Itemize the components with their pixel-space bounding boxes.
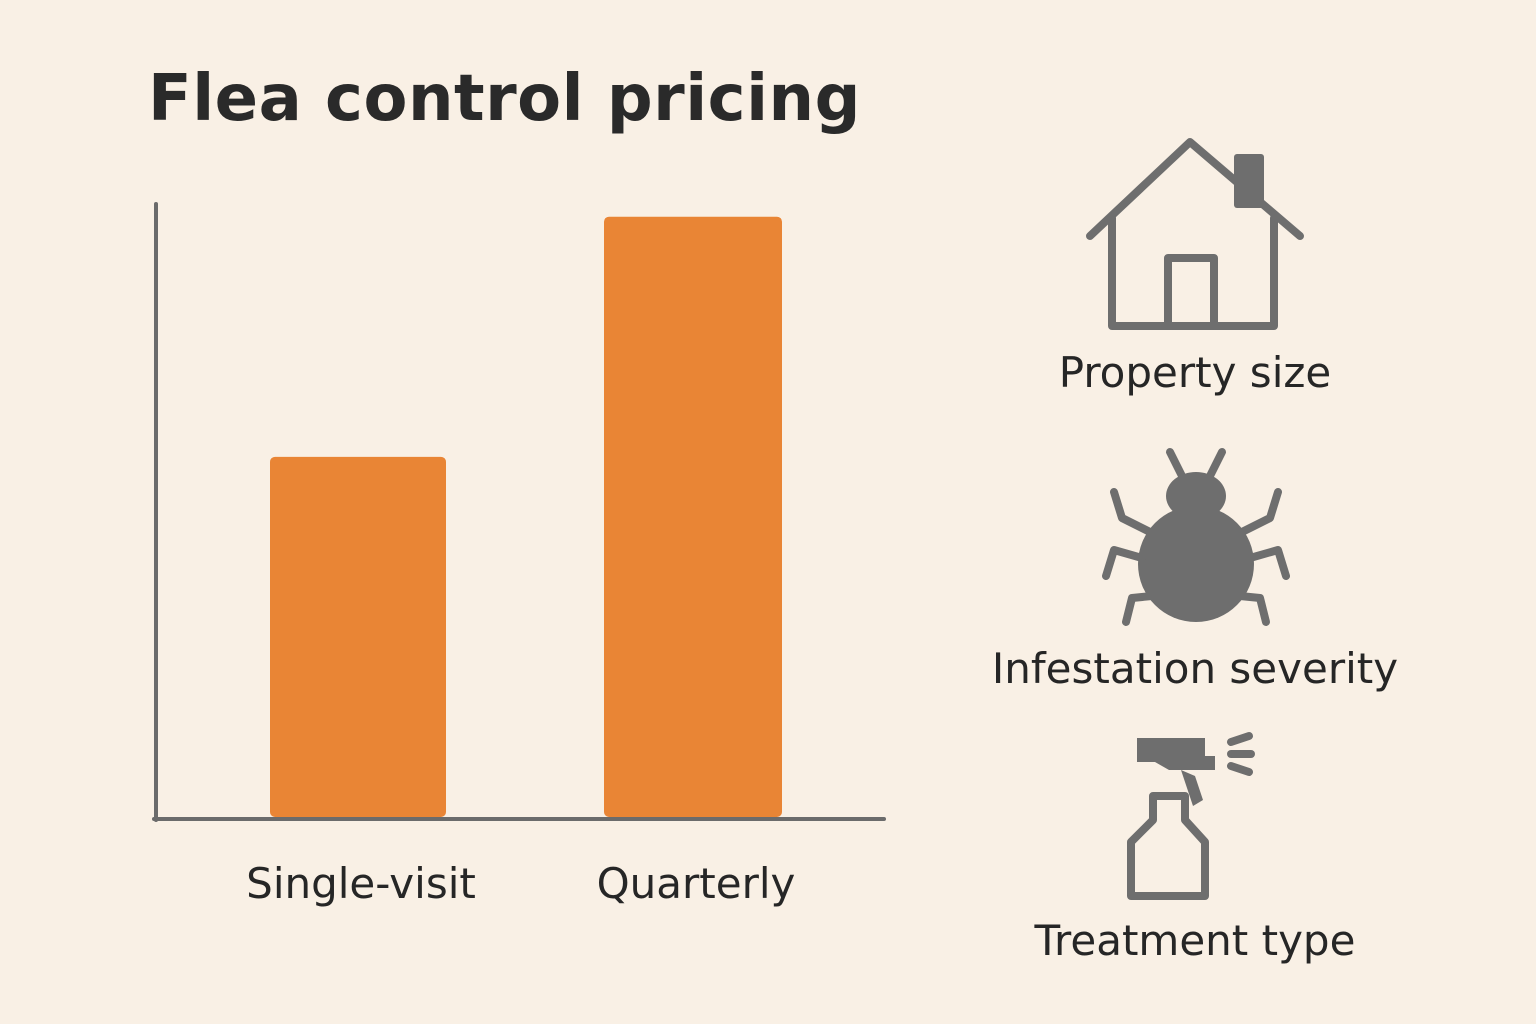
spray-bottle-icon <box>1127 732 1255 900</box>
factor-property-size: Property size <box>990 134 1400 397</box>
factor-infestation-severity: Infestation severity <box>990 446 1400 693</box>
factor-label-property-size: Property size <box>1058 348 1332 397</box>
x-tick-label: Quarterly <box>597 859 796 908</box>
factor-treatment-type: Treatment type <box>990 730 1400 965</box>
chart-title: Flea control pricing <box>148 62 861 136</box>
x-tick-label: Single-visit <box>246 859 476 908</box>
bar-single-visit <box>270 456 446 817</box>
factor-label-infestation-severity: Infestation severity <box>991 644 1399 693</box>
house-icon <box>1086 138 1304 330</box>
bar-chart: Single-visit Quarterly <box>152 202 886 908</box>
bug-icon <box>1102 448 1290 626</box>
bar-quarterly <box>604 216 782 817</box>
factor-label-treatment-type: Treatment type <box>1034 916 1356 965</box>
